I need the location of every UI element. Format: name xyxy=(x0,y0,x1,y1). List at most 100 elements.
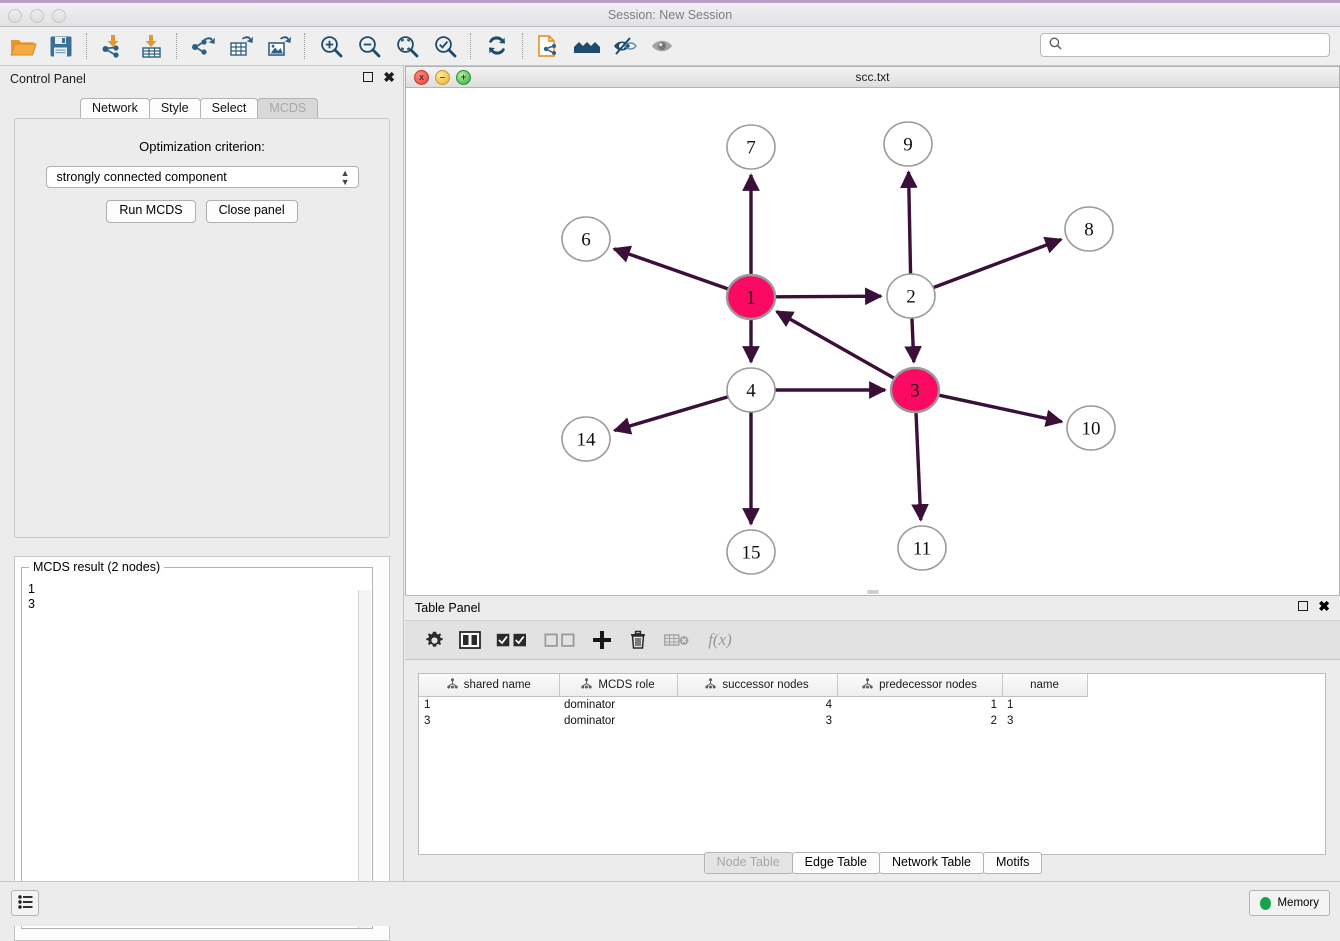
node-circle[interactable] xyxy=(561,416,611,462)
window-maximize-button[interactable] xyxy=(52,9,66,23)
network-close-button[interactable]: x xyxy=(414,70,429,85)
graph-node-8[interactable]: 8 xyxy=(1064,206,1114,252)
close-panel-button[interactable]: Close panel xyxy=(205,200,298,223)
graph-edge[interactable] xyxy=(900,170,918,275)
import-table-icon[interactable] xyxy=(132,28,170,64)
graph-edge[interactable] xyxy=(774,287,883,306)
tab-style[interactable]: Style xyxy=(148,98,201,119)
home-networks-icon[interactable] xyxy=(568,28,606,64)
save-icon[interactable] xyxy=(42,28,80,64)
zoom-selected-icon[interactable] xyxy=(426,28,464,64)
network-graph[interactable]: 7 9 6 8 1 2 4 3 14 10 15 11 xyxy=(406,88,1339,595)
network-canvas[interactable]: 7 9 6 8 1 2 4 3 14 10 15 11 xyxy=(406,88,1339,595)
node-circle[interactable] xyxy=(883,121,933,167)
node-circle[interactable] xyxy=(886,273,936,319)
task-list-button[interactable] xyxy=(11,890,39,916)
column-header-name[interactable]: name xyxy=(1002,674,1088,697)
column-header-mcds-role[interactable]: MCDS role xyxy=(559,674,678,697)
import-network-icon[interactable] xyxy=(94,28,132,64)
window-controls[interactable] xyxy=(8,9,66,23)
run-mcds-button[interactable]: Run MCDS xyxy=(106,200,196,223)
node-circle[interactable] xyxy=(561,216,611,262)
toolbar-separator-1 xyxy=(86,33,88,59)
control-panel-close-icon[interactable]: ✖ xyxy=(383,69,395,85)
window-minimize-button[interactable] xyxy=(30,9,44,23)
tab-node-table[interactable]: Node Table xyxy=(703,852,793,874)
optimization-criterion-select[interactable]: strongly connected component ▲ ▼ xyxy=(45,166,359,188)
zoom-in-icon[interactable] xyxy=(312,28,350,64)
tab-network-table[interactable]: Network Table xyxy=(879,852,984,874)
node-circle[interactable] xyxy=(889,366,941,414)
node-circle[interactable] xyxy=(726,124,776,170)
graph-edge[interactable] xyxy=(612,245,730,291)
tab-network[interactable]: Network xyxy=(80,98,150,119)
show-all-icon[interactable] xyxy=(644,28,682,64)
node-table[interactable]: shared name xyxy=(418,673,1326,855)
table-panel-close-icon[interactable]: ✖ xyxy=(1318,598,1330,614)
graph-edge[interactable] xyxy=(938,393,1064,427)
node-circle[interactable] xyxy=(1064,206,1114,252)
network-minimize-button[interactable]: – xyxy=(435,70,450,85)
graph-node-11[interactable]: 11 xyxy=(897,525,947,571)
title-bar: Session: New Session xyxy=(0,0,1340,27)
column-header-predecessor-nodes[interactable]: predecessor nodes xyxy=(837,674,1003,697)
graph-edge[interactable] xyxy=(904,317,922,364)
memory-status-button[interactable]: Memory xyxy=(1249,890,1330,916)
mcds-result-scrollbar[interactable] xyxy=(358,590,371,928)
control-panel-float-button[interactable] xyxy=(363,72,374,82)
new-network-icon[interactable] xyxy=(530,28,568,64)
zoom-out-icon[interactable] xyxy=(350,28,388,64)
deselect-all-checkbox-icon[interactable] xyxy=(543,629,577,651)
table-row[interactable]: 3 dominator 3 2 3 xyxy=(419,713,1325,729)
node-circle[interactable] xyxy=(725,273,777,321)
tab-mcds[interactable]: MCDS xyxy=(257,98,319,119)
mcds-result-textarea[interactable]: 1 3 xyxy=(21,567,373,929)
graph-node-2[interactable]: 2 xyxy=(886,273,936,319)
export-table-icon[interactable] xyxy=(222,28,260,64)
node-circle[interactable] xyxy=(726,529,776,575)
graph-edge[interactable] xyxy=(932,236,1063,290)
graph-node-14[interactable]: 14 xyxy=(561,416,611,462)
node-circle[interactable] xyxy=(897,525,947,571)
column-header-successor-nodes[interactable]: successor nodes xyxy=(677,674,838,697)
zoom-fit-icon[interactable] xyxy=(388,28,426,64)
graph-edge[interactable] xyxy=(612,395,729,435)
tab-select[interactable]: Select xyxy=(199,98,259,119)
resize-grip[interactable] xyxy=(866,590,879,594)
hide-selected-icon[interactable] xyxy=(606,28,644,64)
delete-column-icon[interactable] xyxy=(627,629,649,651)
settings-gear-icon[interactable] xyxy=(423,629,445,651)
tab-edge-table[interactable]: Edge Table xyxy=(791,852,880,874)
graph-node-10[interactable]: 10 xyxy=(1066,405,1116,451)
node-circle[interactable] xyxy=(726,367,776,413)
graph-node-9[interactable]: 9 xyxy=(883,121,933,167)
table-panel-float-button[interactable] xyxy=(1298,601,1309,611)
open-folder-icon[interactable] xyxy=(4,28,42,64)
select-all-checkbox-icon[interactable] xyxy=(495,629,529,651)
column-header-shared-name[interactable]: shared name xyxy=(419,674,560,697)
clear-table-icon[interactable] xyxy=(663,629,691,651)
node-circle[interactable] xyxy=(1066,405,1116,451)
network-maximize-button[interactable]: + xyxy=(456,70,471,85)
graph-node-1[interactable]: 1 xyxy=(725,273,777,321)
window-close-button[interactable] xyxy=(8,9,22,23)
search-box[interactable] xyxy=(1040,33,1330,57)
graph-node-4[interactable]: 4 xyxy=(726,367,776,413)
graph-node-7[interactable]: 7 xyxy=(726,124,776,170)
export-image-icon[interactable] xyxy=(260,28,298,64)
table-toolbar: f(x) xyxy=(405,620,1340,660)
refresh-icon[interactable] xyxy=(478,28,516,64)
graph-node-6[interactable]: 6 xyxy=(561,216,611,262)
export-network-icon[interactable] xyxy=(184,28,222,64)
control-panel-title: Control Panel xyxy=(10,72,86,86)
add-column-icon[interactable] xyxy=(591,629,613,651)
search-input[interactable] xyxy=(1068,37,1324,53)
graph-node-3[interactable]: 3 xyxy=(889,366,941,414)
graph-edge[interactable] xyxy=(911,411,929,522)
graph-edge[interactable] xyxy=(775,310,896,380)
column-layout-icon[interactable] xyxy=(459,629,481,651)
table-row[interactable]: 1 dominator 4 1 1 xyxy=(419,697,1325,714)
tab-motifs[interactable]: Motifs xyxy=(982,852,1043,874)
graph-node-15[interactable]: 15 xyxy=(726,529,776,575)
function-builder-icon[interactable]: f(x) xyxy=(708,630,732,649)
